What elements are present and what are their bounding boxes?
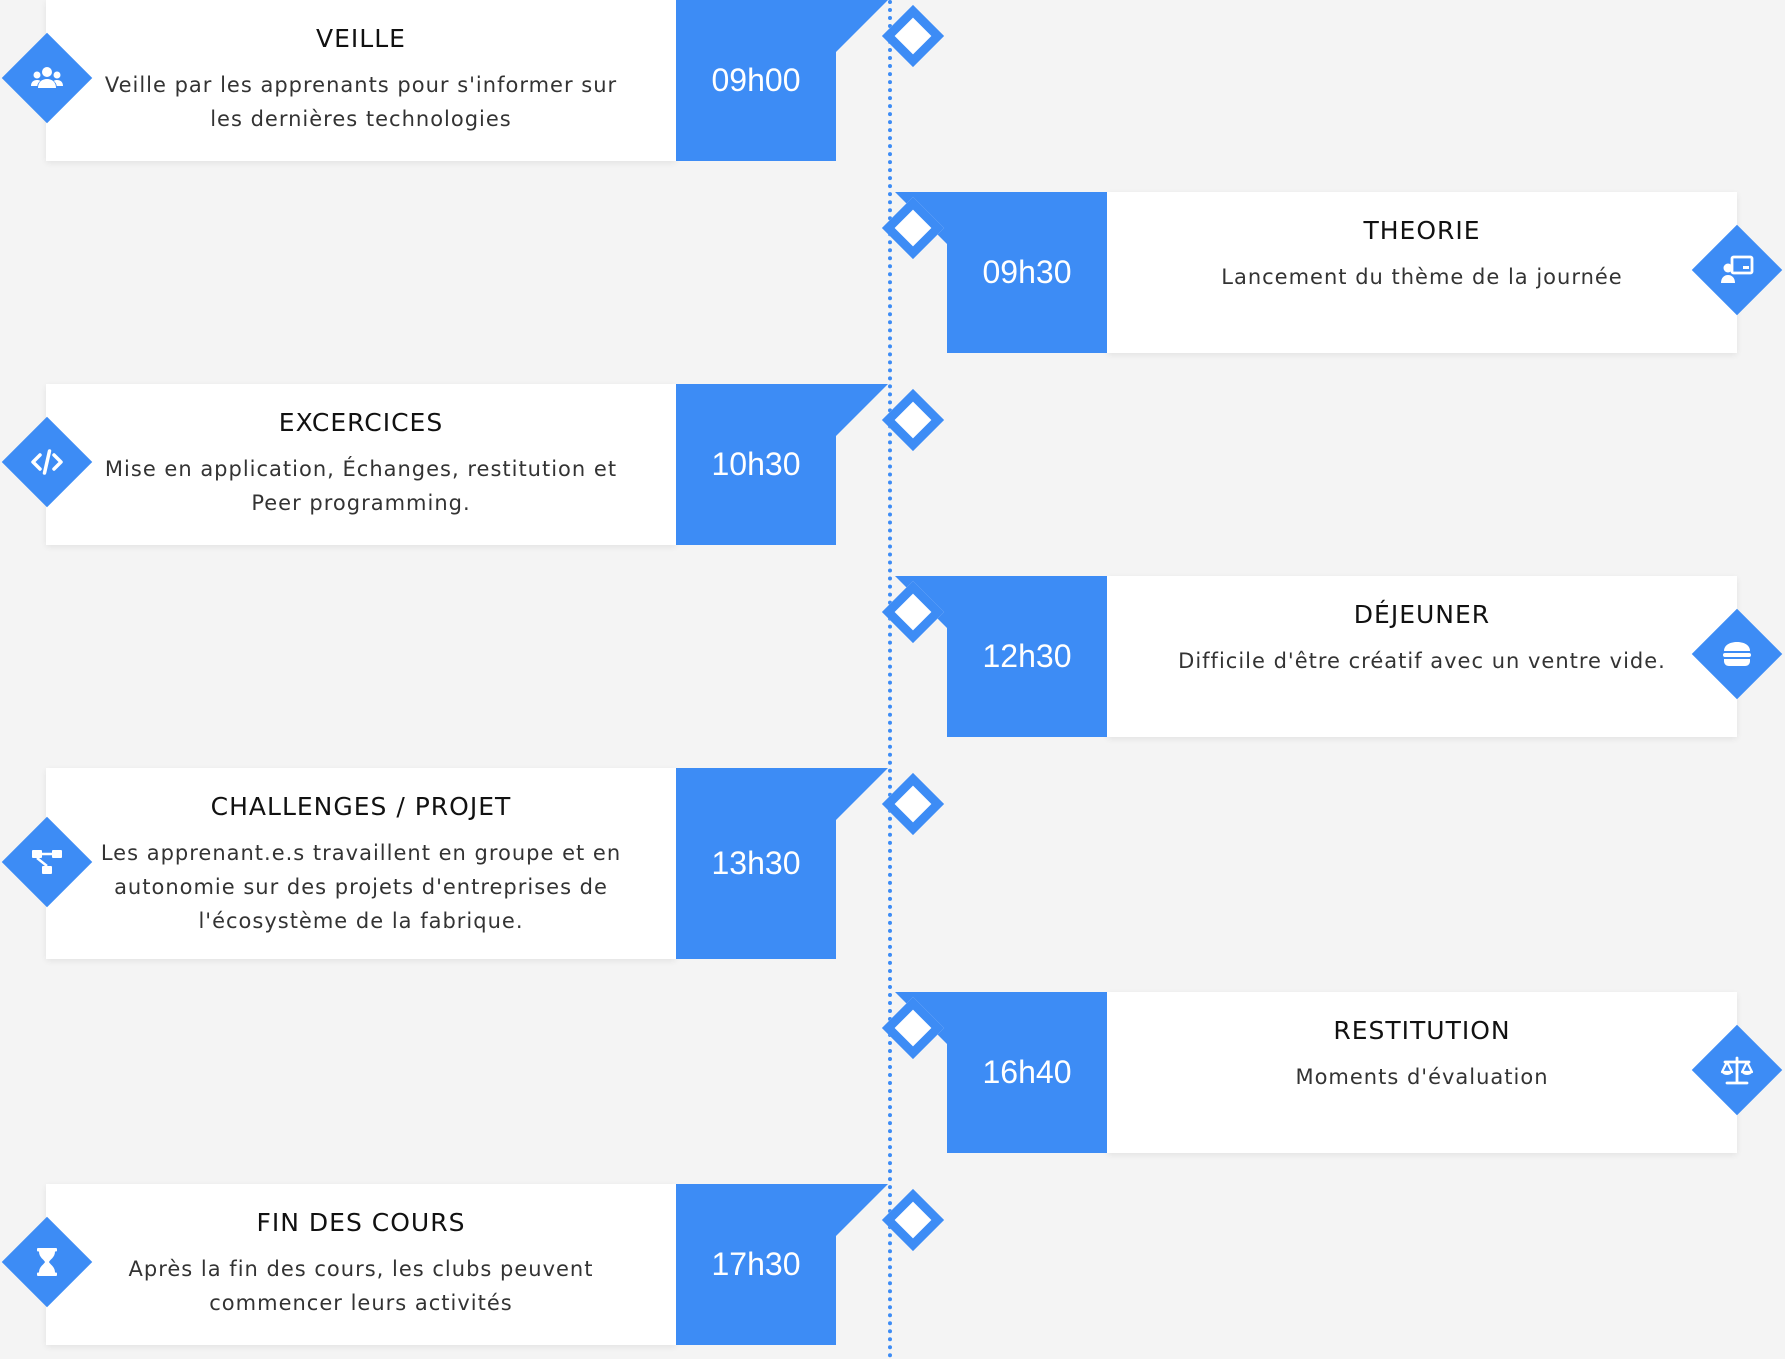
entry-title: CHALLENGES / PROJET xyxy=(210,792,512,821)
entry-card: EXCERCICES Mise en application, Échanges… xyxy=(46,384,676,545)
entry-title: THEORIE xyxy=(1363,216,1481,245)
timeline-axis xyxy=(888,0,892,1359)
burger-icon xyxy=(1691,608,1783,700)
entry-time: 13h30 xyxy=(676,768,888,959)
entry-title: FIN DES COURS xyxy=(256,1208,466,1237)
code-icon xyxy=(1,416,93,508)
entry-description: Lancement du thème de la journée xyxy=(1221,265,1623,289)
timeline-entry-theorie: THEORIE Lancement du thème de la journée… xyxy=(881,192,1783,353)
entry-time: 17h30 xyxy=(676,1184,888,1345)
timeline-entry-dejeuner: DÉJEUNER Difficile d'être créatif avec u… xyxy=(881,576,1783,737)
entry-card: THEORIE Lancement du thème de la journée xyxy=(1107,192,1737,353)
balance-scale-icon xyxy=(1691,1024,1783,1116)
entry-title: VEILLE xyxy=(316,24,406,53)
timeline-entry-restitution: RESTITUTION Moments d'évaluation 16h40 xyxy=(881,992,1783,1153)
timeline-entry-excercices: EXCERCICES Mise en application, Échanges… xyxy=(1,384,945,545)
entry-card: VEILLE Veille par les apprenants pour s'… xyxy=(46,0,676,161)
project-diagram-icon xyxy=(1,816,93,908)
timeline-entry-challenges: CHALLENGES / PROJET Les apprenant.e.s tr… xyxy=(1,768,945,959)
timeline-entry-veille: VEILLE Veille par les apprenants pour s'… xyxy=(1,0,945,161)
entry-description: Difficile d'être créatif avec un ventre … xyxy=(1178,649,1666,673)
entry-card: RESTITUTION Moments d'évaluation xyxy=(1107,992,1737,1153)
entry-description: Mise en application, Échanges, restituti… xyxy=(104,457,618,515)
entry-card: DÉJEUNER Difficile d'être créatif avec u… xyxy=(1107,576,1737,737)
entry-description: Veille par les apprenants pour s'informe… xyxy=(104,73,618,131)
entry-description: Après la fin des cours, les clubs peuven… xyxy=(128,1257,594,1315)
entry-description: Moments d'évaluation xyxy=(1295,1065,1549,1089)
entry-time: 16h40 xyxy=(895,992,1107,1153)
entry-time: 12h30 xyxy=(895,576,1107,737)
entry-card: FIN DES COURS Après la fin des cours, le… xyxy=(46,1184,676,1345)
entry-time: 09h00 xyxy=(676,0,888,161)
entry-card: CHALLENGES / PROJET Les apprenant.e.s tr… xyxy=(46,768,676,959)
hourglass-icon xyxy=(1,1216,93,1308)
entry-time: 09h30 xyxy=(895,192,1107,353)
entry-title: EXCERCICES xyxy=(278,408,444,437)
entry-title: RESTITUTION xyxy=(1333,1016,1511,1045)
entry-description: Les apprenant.e.s travaillent en groupe … xyxy=(100,841,622,933)
users-group-icon xyxy=(1,32,93,124)
entry-time: 10h30 xyxy=(676,384,888,545)
teacher-board-icon xyxy=(1691,224,1783,316)
entry-title: DÉJEUNER xyxy=(1353,600,1491,629)
timeline-entry-fin-des-cours: FIN DES COURS Après la fin des cours, le… xyxy=(1,1184,945,1345)
